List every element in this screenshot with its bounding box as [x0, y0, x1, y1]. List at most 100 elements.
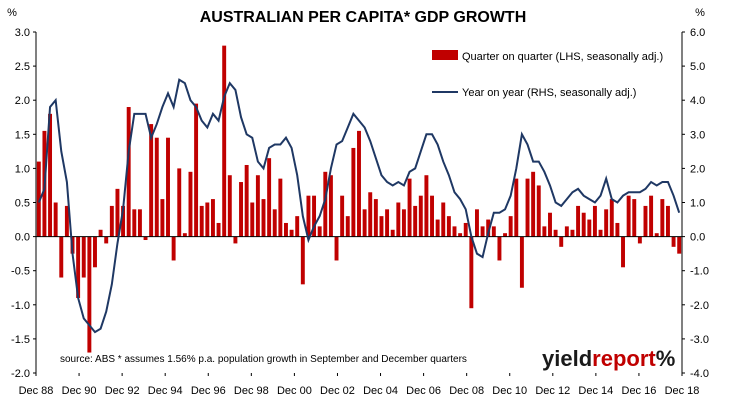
bar: [250, 202, 255, 237]
bar: [199, 205, 204, 237]
bar: [137, 209, 142, 237]
bar: [143, 236, 148, 241]
x-tick-label: Dec 04: [363, 385, 398, 397]
bar: [87, 236, 92, 353]
bar: [182, 233, 187, 237]
x-tick-label: Dec 88: [19, 385, 54, 397]
x-tick-label: Dec 18: [665, 385, 700, 397]
bar: [553, 229, 558, 237]
bar: [267, 158, 272, 237]
bar: [665, 205, 670, 237]
left-y-tick-label: 1.0: [15, 163, 30, 175]
bar: [255, 175, 260, 237]
bar: [598, 229, 603, 237]
logo-wordmark: yieldreport%: [542, 346, 675, 371]
bar: [210, 199, 215, 237]
bar: [503, 233, 508, 237]
bar: [368, 192, 373, 237]
right-y-tick-label: 6.0: [690, 27, 705, 39]
x-tick-label: Dec 06: [406, 385, 441, 397]
bar: [227, 175, 232, 237]
bar: [424, 175, 429, 237]
bar: [632, 199, 637, 237]
right-y-tick-label: -2.0: [690, 300, 709, 312]
bar: [194, 103, 199, 237]
bar: [317, 226, 322, 237]
bar: [643, 205, 648, 237]
bar: [278, 178, 283, 237]
bar: [525, 178, 530, 237]
bar: [677, 236, 682, 254]
right-y-tick-label: 3.0: [690, 129, 705, 141]
bar: [458, 233, 463, 237]
bar: [486, 219, 491, 237]
bar: [272, 209, 277, 237]
bar: [64, 205, 69, 237]
bar: [334, 236, 339, 261]
bar: [480, 226, 485, 237]
bar: [239, 182, 243, 237]
bar: [604, 209, 609, 237]
bar: [570, 229, 575, 237]
bar: [475, 209, 479, 237]
bar: [469, 236, 474, 309]
bar: [418, 195, 423, 237]
bar: [104, 236, 109, 244]
bar: [93, 236, 97, 268]
left-y-tick-label: 2.0: [15, 95, 30, 107]
bar: [59, 236, 64, 278]
line-series: [37, 78, 681, 334]
bar: [48, 113, 53, 237]
bar: [300, 236, 305, 285]
bar: [312, 195, 317, 237]
bar: [385, 209, 390, 237]
bar: [53, 202, 58, 237]
bar: [671, 236, 676, 247]
left-y-tick-label: 3.0: [15, 27, 30, 39]
bar: [396, 202, 401, 237]
x-tick-label: Dec 16: [622, 385, 657, 397]
chart-title: AUSTRALIAN PER CAPITA* GDP GROWTH: [200, 9, 527, 26]
right-y-tick-label: -4.0: [690, 368, 709, 380]
yieldreport-logo: yieldreport%: [542, 346, 675, 371]
bar: [81, 236, 86, 278]
x-tick-label: Dec 02: [320, 385, 355, 397]
bar-series: [36, 45, 682, 353]
x-axis-ticks: Dec 88 Dec 90 Dec 92 Dec 94 Dec 96 Dec 98 Dec …: [19, 373, 700, 397]
bar: [373, 199, 378, 237]
bar: [446, 216, 451, 237]
bar: [407, 178, 412, 237]
left-y-ticks: 3.0 2.5 2.0 1.5 1.0 0.5 0.0 -0.5 -1.0 -1.5 -2.0: [11, 27, 36, 380]
right-unit-label: %: [695, 7, 705, 19]
bar: [171, 236, 176, 261]
bar: [491, 226, 496, 237]
bar: [621, 236, 625, 268]
bar: [564, 226, 569, 237]
left-y-tick-label: 0.5: [15, 198, 30, 210]
bar: [160, 199, 165, 237]
bar: [222, 45, 227, 237]
left-unit-label: %: [7, 7, 17, 19]
bar: [244, 164, 249, 237]
right-y-tick-label: -3.0: [690, 334, 709, 346]
bar: [323, 171, 328, 237]
bar: [295, 216, 300, 237]
bar: [132, 209, 137, 237]
bar: [592, 205, 597, 237]
x-tick-label: Dec 90: [62, 385, 97, 397]
bar: [362, 209, 367, 237]
bar: [166, 137, 170, 237]
bar: [328, 175, 333, 237]
bar: [441, 202, 446, 237]
bar: [463, 222, 468, 237]
left-y-tick-label: -1.5: [11, 334, 30, 346]
bar: [345, 216, 350, 237]
bar: [531, 171, 536, 237]
bar: [390, 229, 395, 237]
bar: [98, 229, 103, 237]
x-tick-label: Dec 98: [234, 385, 269, 397]
bar: [413, 205, 418, 237]
legend-bar-label: Quarter on quarter (LHS, seasonally adj.…: [462, 51, 663, 63]
bar: [115, 188, 120, 237]
